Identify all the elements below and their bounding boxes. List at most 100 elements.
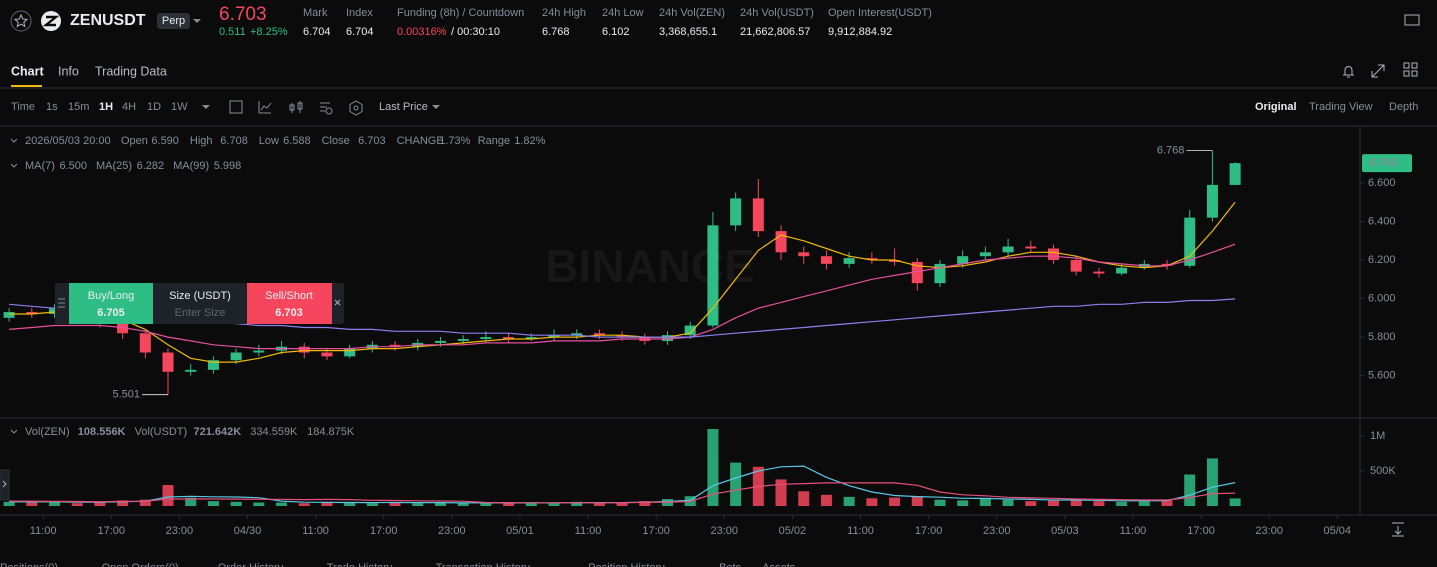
stat-value: 3,368,655.1 (659, 26, 717, 38)
volume-bar (139, 499, 151, 506)
price-change: 0.511 (219, 26, 246, 38)
bottom-tab[interactable]: Bots (719, 562, 742, 567)
stat-label: Open Interest(USDT) (828, 7, 932, 19)
size-label: Size (USDT) (169, 290, 231, 302)
stat-value: 9,912,884.92 (828, 26, 892, 38)
buy-label: Buy/Long (88, 290, 134, 302)
volume-bar (117, 500, 129, 506)
tab[interactable]: Chart (11, 64, 44, 78)
view-option[interactable]: Original (1255, 101, 1297, 113)
template-icon[interactable] (349, 100, 363, 116)
candle-body (1002, 246, 1014, 253)
bottom-tab[interactable]: Assets (762, 562, 796, 567)
sell-button[interactable] (247, 283, 332, 324)
volume-bar (775, 479, 787, 506)
volume-bar (1206, 458, 1218, 506)
bottom-tab[interactable]: Open Orders(0) (102, 562, 179, 567)
x-tick-label: 11:00 (1120, 525, 1147, 537)
bottom-tab[interactable]: Transaction History (436, 562, 531, 567)
candle-icon-body (289, 104, 295, 111)
volume-bar (1047, 500, 1059, 506)
bottom-tab[interactable]: Positions(0) (0, 562, 58, 567)
interval[interactable]: 1D (147, 101, 161, 113)
extreme-marker-label: 6.768 (1157, 145, 1185, 157)
menu-button[interactable] (1404, 14, 1420, 26)
collapse-icon[interactable] (10, 138, 18, 143)
close-widget[interactable] (334, 299, 341, 306)
legend-label: Open (121, 135, 148, 147)
legend-label: Range (478, 135, 510, 147)
x-tick-label: 17:00 (642, 525, 670, 537)
legend-value: 1.82% (514, 135, 545, 147)
volume-bar (1161, 500, 1173, 506)
volume-bar (321, 501, 333, 506)
bottom-tab[interactable]: Trade History (327, 562, 393, 567)
ma-line (9, 201, 1236, 363)
candle-body (139, 333, 151, 353)
interval[interactable]: 15m (68, 101, 89, 113)
volume-bar (798, 491, 810, 506)
indicator-icon[interactable] (258, 101, 272, 114)
candle-body (207, 360, 219, 370)
symbol-dropdown[interactable] (193, 19, 201, 23)
interval-dropdown[interactable] (202, 105, 210, 109)
bottom-tab[interactable]: Position History (588, 562, 665, 567)
volume-bar (503, 503, 515, 506)
interval[interactable]: Time (11, 101, 35, 113)
volume-bar (571, 501, 583, 506)
legend: 2026/05/03 20:00 Open 6.590 High 6.708 Low 6.… (10, 135, 546, 438)
legend-value: 6.703 (358, 135, 386, 147)
star-icon (13, 13, 29, 28)
tab[interactable]: Trading Data (95, 64, 167, 78)
expand-icon[interactable] (1371, 64, 1385, 78)
stat-value: 0.00316% (397, 26, 447, 38)
volume-bar (548, 502, 560, 506)
stat-label: Index (346, 7, 373, 19)
volume-bar (957, 500, 969, 506)
volume-bar (866, 498, 878, 506)
view-option[interactable]: Trading View (1309, 101, 1373, 113)
volume-bar (457, 503, 469, 506)
collapse-icon[interactable] (10, 163, 18, 168)
calendar-icon[interactable] (229, 100, 243, 114)
stat-value: 6.704 (303, 26, 331, 38)
size-input[interactable]: Enter Size (175, 307, 226, 319)
settings-icon-dot (325, 107, 333, 115)
interval[interactable]: 1W (171, 101, 188, 113)
symbol[interactable]: ZENUSDT (70, 12, 146, 29)
x-tick-label: 17:00 (370, 525, 398, 537)
candle-body (571, 333, 583, 336)
candle-body (730, 198, 742, 226)
drag-handle[interactable] (58, 298, 65, 308)
volume-bar (820, 494, 832, 506)
extreme-marker-label: 5.501 (112, 389, 140, 401)
interval[interactable]: 1s (46, 101, 58, 113)
price-type-dropdown[interactable] (432, 105, 440, 109)
settings-icon[interactable] (320, 102, 330, 112)
stat-label: 24h Vol(ZEN) (659, 7, 725, 19)
x-tick-label: 05/02 (779, 525, 807, 537)
alert-icon[interactable] (1343, 66, 1354, 78)
interval[interactable]: 1H (99, 101, 113, 113)
y-tick-label: 5.800 (1368, 331, 1396, 343)
candle-body (185, 369, 197, 372)
tab[interactable]: Info (58, 64, 79, 78)
legend-label: Close (322, 135, 350, 147)
price-type[interactable]: Last Price (379, 101, 428, 113)
volume-bar (843, 496, 855, 506)
legend-label: CHANGE (397, 135, 444, 147)
view-option[interactable]: Depth (1389, 101, 1418, 113)
stat-value: 6.704 (346, 26, 374, 38)
interval[interactable]: 4H (122, 101, 136, 113)
collapse-icon[interactable] (10, 429, 18, 434)
bottom-tab[interactable]: Order History (218, 562, 284, 567)
favorite-button[interactable] (10, 10, 32, 32)
volume-bar (593, 503, 605, 506)
badge-bg (157, 13, 190, 29)
buy-button[interactable] (69, 283, 153, 324)
last-price: 6.703 (219, 4, 267, 25)
scroll-end-button[interactable] (1392, 522, 1404, 537)
layout-icon[interactable] (1403, 62, 1418, 77)
stat-value: 6.768 (542, 26, 570, 38)
candle-body (253, 350, 265, 353)
